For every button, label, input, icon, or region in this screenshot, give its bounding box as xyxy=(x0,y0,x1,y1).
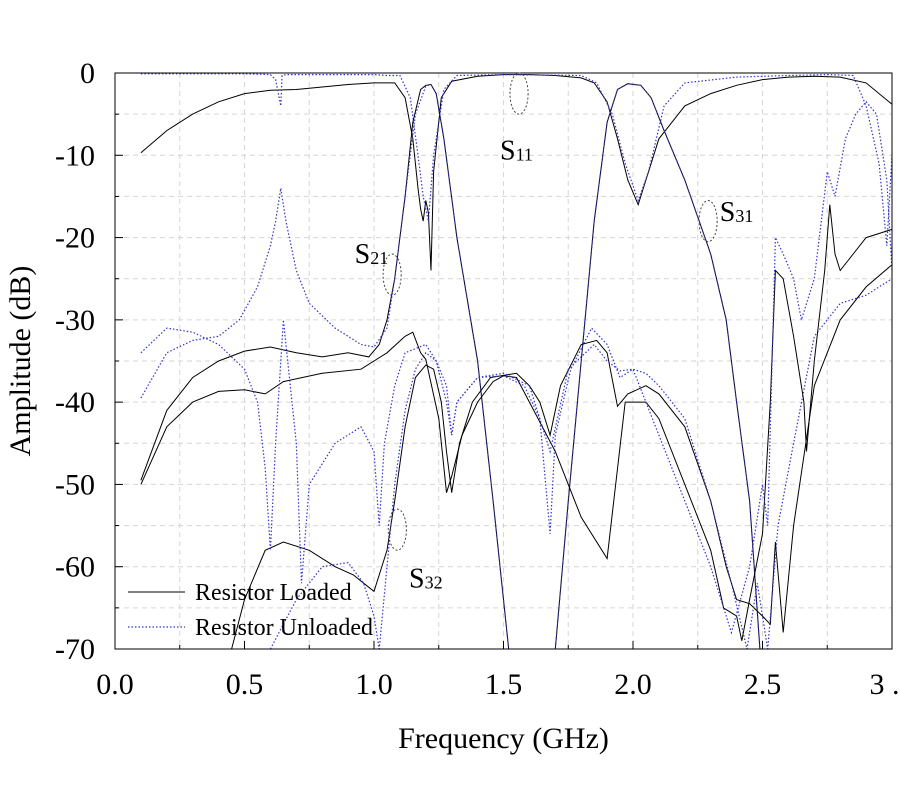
y-tick-label: -20 xyxy=(55,222,95,255)
y-tick-label: 0 xyxy=(80,57,95,90)
series-s21-resistor-loaded xyxy=(140,83,510,649)
x-tick-label: 2.5 xyxy=(744,668,782,701)
legend-label-resistor-loaded: Resistor Loaded xyxy=(195,580,352,606)
y-tick-label: -50 xyxy=(55,468,95,501)
annotation-subscript: 21 xyxy=(370,248,388,268)
annotation-label-s21: S21 xyxy=(355,239,389,270)
annotation-marker-s32 xyxy=(387,508,407,551)
y-tick-label: -30 xyxy=(55,304,95,337)
annotation-label-s31: S31 xyxy=(720,197,754,228)
x-tick-label: 0.0 xyxy=(96,668,134,701)
y-tick-label: -40 xyxy=(55,386,95,419)
series-s21-resistor-unloaded xyxy=(140,83,510,649)
annotation-label-s11: S11 xyxy=(500,136,533,167)
series-s31-resistor-loaded xyxy=(554,83,761,649)
y-tick-label: -10 xyxy=(55,139,95,172)
annotation-label-s32: S32 xyxy=(409,563,443,594)
annotation-subscript: 11 xyxy=(516,145,533,165)
y-tick-label: -60 xyxy=(55,551,95,584)
axis-ticks: 0.0 0.5 1.0 1.5 2.0 2.5 3 .0 0 -10 -20 -30 -40 -50 -6… xyxy=(55,57,900,701)
series-s32-resistor-unloaded xyxy=(269,278,892,649)
annotation-subscript: 32 xyxy=(425,572,443,592)
x-tick-label: 1.5 xyxy=(485,668,523,701)
series-layer xyxy=(140,73,892,649)
grid xyxy=(114,72,893,650)
legend: Resistor Loaded Resistor Unloaded xyxy=(128,580,373,641)
x-tick-label: 0.5 xyxy=(226,668,264,701)
x-tick-label: 1.0 xyxy=(355,668,393,701)
series-s31-resistor-unloaded xyxy=(554,83,761,649)
y-axis-label: Amplitude (dB) xyxy=(4,266,37,457)
series-s32-resistor-loaded xyxy=(231,264,892,649)
annotation-subscript: 31 xyxy=(735,206,753,226)
x-axis-label: Frequency (GHz) xyxy=(398,722,609,755)
annotation-marker-s31 xyxy=(698,200,718,243)
y-tick-label: -70 xyxy=(55,633,95,666)
series-resistor-loaded-extra xyxy=(140,204,892,641)
series-s11-resistor-loaded xyxy=(140,74,892,271)
annotation-marker-s21 xyxy=(382,253,402,296)
x-tick-label: 3 .0 xyxy=(870,668,900,701)
series-resistor-unloaded-extra xyxy=(140,100,892,635)
annotations: S11 S21 S31 S32 xyxy=(355,72,754,594)
annotation-marker-s11 xyxy=(509,72,529,115)
x-tick-label: 2.0 xyxy=(614,668,652,701)
legend-label-resistor-unloaded: Resistor Unloaded xyxy=(195,615,373,641)
